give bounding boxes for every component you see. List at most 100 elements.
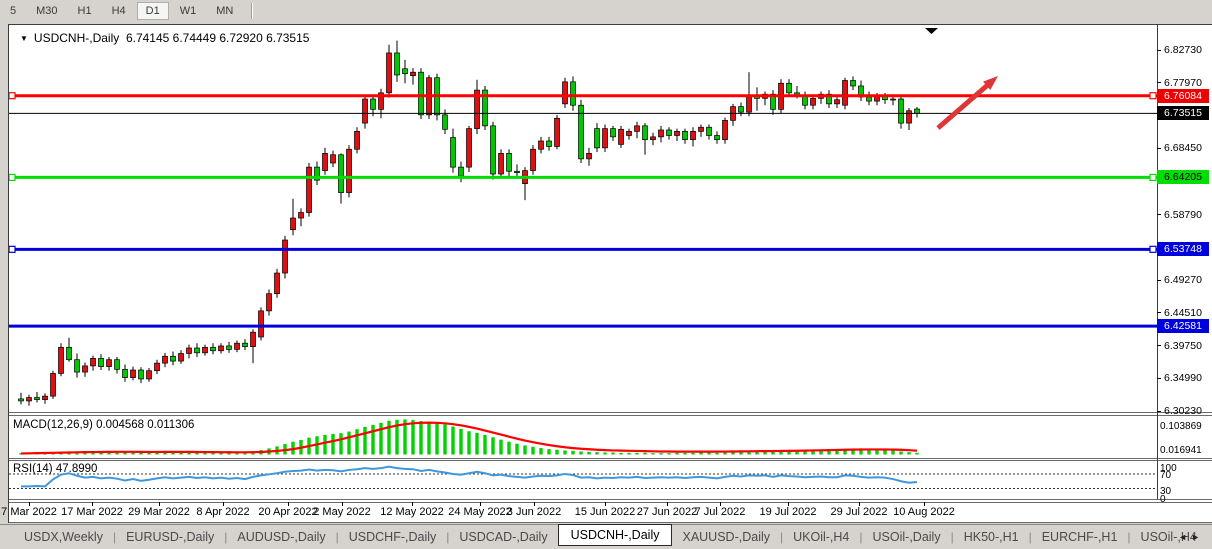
macd-name: MACD(12,26,9) [13, 419, 93, 431]
tab-usdchf-daily[interactable]: USDCHF-,Daily [348, 530, 437, 544]
timeframe-button-m30[interactable]: M30 [36, 5, 58, 17]
date-label: 7 Mar 2022 [1, 506, 57, 518]
tab-xauusd-daily[interactable]: XAUUSD-,Daily [682, 530, 770, 544]
chart-title: ▼ USDCNH-,Daily 6.74145 6.74449 6.72920 6… [20, 31, 309, 45]
date-tick [788, 502, 789, 506]
tab-ukoil-h4[interactable]: UKOil-,H4 [793, 530, 850, 544]
price-axis[interactable]: 6.82730 6.77970 6.68450 6.58790 6.49270 6.445… [1157, 25, 1212, 499]
date-tick [412, 502, 413, 506]
date-tick [480, 502, 481, 506]
line-handle[interactable] [9, 92, 16, 100]
macd-pane[interactable] [9, 417, 1157, 458]
rsi-axis-label: 100 [1160, 463, 1177, 474]
date-label: 29 Mar 2022 [128, 506, 190, 518]
price-tick-label: 6.58790 [1164, 208, 1202, 221]
line-handle[interactable] [9, 245, 16, 253]
tab-usdcnh-daily[interactable]: USDCNH-,Daily [557, 524, 673, 546]
macd-axis: 0.103869 0.016941 [1157, 417, 1212, 458]
chart-ohlc-values: 6.74145 6.74449 6.72920 6.73515 [125, 31, 310, 45]
line-handle[interactable] [1149, 245, 1157, 253]
tab-usdx-weekly[interactable]: USDX,Weekly [24, 530, 103, 544]
timeframe-button-5[interactable]: 5 [10, 5, 17, 17]
tab-separator: | [112, 530, 117, 544]
price-tick-label: 6.44510 [1164, 306, 1202, 319]
chart-window: ▼ USDCNH-,Daily 6.74145 6.74449 6.72920 6… [1, 24, 1212, 523]
date-tick [720, 502, 721, 506]
rsi-name: RSI(14) [13, 463, 53, 475]
timeframe-button-h4[interactable]: H4 [111, 5, 126, 17]
date-label: 12 May 2022 [380, 506, 444, 518]
tab-separator: | [1028, 530, 1032, 544]
price-badge-6.42581: 6.42581 [1157, 319, 1209, 334]
date-tick [342, 502, 343, 506]
timeframe-button-h1[interactable]: H1 [77, 5, 92, 17]
date-label: 3 Jun 2022 [506, 506, 562, 518]
tab-usoil-daily[interactable]: USOil-,Daily [872, 530, 941, 544]
rsi-axis: 100 70 30 0 [1157, 461, 1212, 505]
rsi-axis-label: 30 [1160, 486, 1172, 497]
window-bottom-border [9, 522, 1212, 523]
date-tick [667, 502, 668, 506]
last-bar-marker-icon [925, 28, 938, 34]
date-axis[interactable]: 7 Mar 2022 17 Mar 2022 29 Mar 2022 8 Apr 20… [1, 502, 1157, 522]
price-tick: 6.58790 [1157, 208, 1202, 221]
date-label: 2 May 2022 [313, 506, 371, 518]
rsi-value: 47.8990 [55, 463, 98, 475]
rsi-axis-label: 0 [1160, 494, 1166, 505]
trend-arrow-annotation[interactable] [936, 81, 992, 130]
chevron-down-icon: ▼ [20, 34, 28, 43]
date-label: 8 Apr 2022 [196, 506, 250, 518]
pane-divider [9, 499, 1212, 500]
tab-eurchf-h1[interactable]: EURCHF-,H1 [1041, 530, 1118, 544]
tab-scroll-arrows: ◄► [1178, 532, 1204, 542]
date-tick [29, 502, 30, 506]
date-label: 27 Jun 2022 [636, 506, 698, 518]
timeframe-button-mn[interactable]: MN [216, 5, 234, 17]
pane-divider [9, 502, 1212, 503]
tabs-scroll-left-icon[interactable]: ◄ [1178, 532, 1192, 542]
tick-dash [1157, 82, 1161, 84]
date-label: 20 Apr 2022 [258, 506, 318, 518]
tab-eurusd-daily[interactable]: EURUSD-,Daily [126, 530, 215, 544]
tab-separator: | [224, 530, 228, 544]
tick-dash [1157, 147, 1161, 149]
tab-separator: | [335, 530, 339, 544]
price-tick-label: 6.30230 [1164, 405, 1202, 418]
line-handle[interactable] [1149, 173, 1157, 182]
price-tick-label: 6.49270 [1164, 274, 1202, 287]
symbol-tabbar: USDX,Weekly | EURUSD-,Daily | AUDUSD-,Daily |… [0, 524, 1212, 549]
rsi-pane[interactable] [9, 461, 1157, 499]
pane-divider [9, 460, 1212, 461]
price-tick: 6.39750 [1157, 340, 1202, 352]
tab-separator: | [780, 530, 784, 544]
tab-separator: | [446, 530, 450, 544]
price-badge-6.53748: 6.53748 [1157, 242, 1209, 257]
line-handle[interactable] [9, 173, 16, 182]
tabs-scroll-right-icon[interactable]: ► [1191, 532, 1204, 542]
date-tick [288, 502, 289, 506]
tab-audusd-daily[interactable]: AUDUSD-,Daily [237, 530, 326, 544]
tab-usoil-h4[interactable]: USOil-,H4 [1140, 530, 1197, 544]
timeframe-button-w1[interactable]: W1 [179, 5, 197, 17]
tab-separator: | [950, 530, 954, 544]
rsi-label: RSI(14) 47.8990 [13, 463, 97, 475]
rsi-line [21, 465, 918, 488]
line-handle[interactable] [1149, 92, 1157, 100]
price-tick: 6.44510 [1157, 306, 1202, 319]
date-label: 15 Jun 2022 [574, 506, 636, 518]
price-badge-6.64205: 6.64205 [1157, 170, 1209, 185]
timeframe-button-d1[interactable]: D1 [136, 2, 169, 20]
date-label: 19 Jul 2022 [759, 506, 817, 518]
timeframe-toolbar: 5 M30 H1 H4 D1 W1 MN [0, 0, 1212, 22]
pane-divider [9, 412, 1212, 413]
date-tick [223, 502, 224, 506]
price-chart-pane[interactable] [9, 25, 1157, 412]
price-tick-label: 6.68450 [1164, 142, 1202, 155]
price-tick-label: 6.82730 [1164, 44, 1202, 56]
trend-arrow-head[interactable] [983, 76, 998, 90]
date-label: 7 Jul 2022 [694, 506, 746, 518]
toolbar-separator [251, 3, 254, 19]
tab-usdcad-daily[interactable]: USDCAD-,Daily [459, 530, 548, 544]
tab-hk50-h1[interactable]: HK50-,H1 [963, 530, 1019, 544]
